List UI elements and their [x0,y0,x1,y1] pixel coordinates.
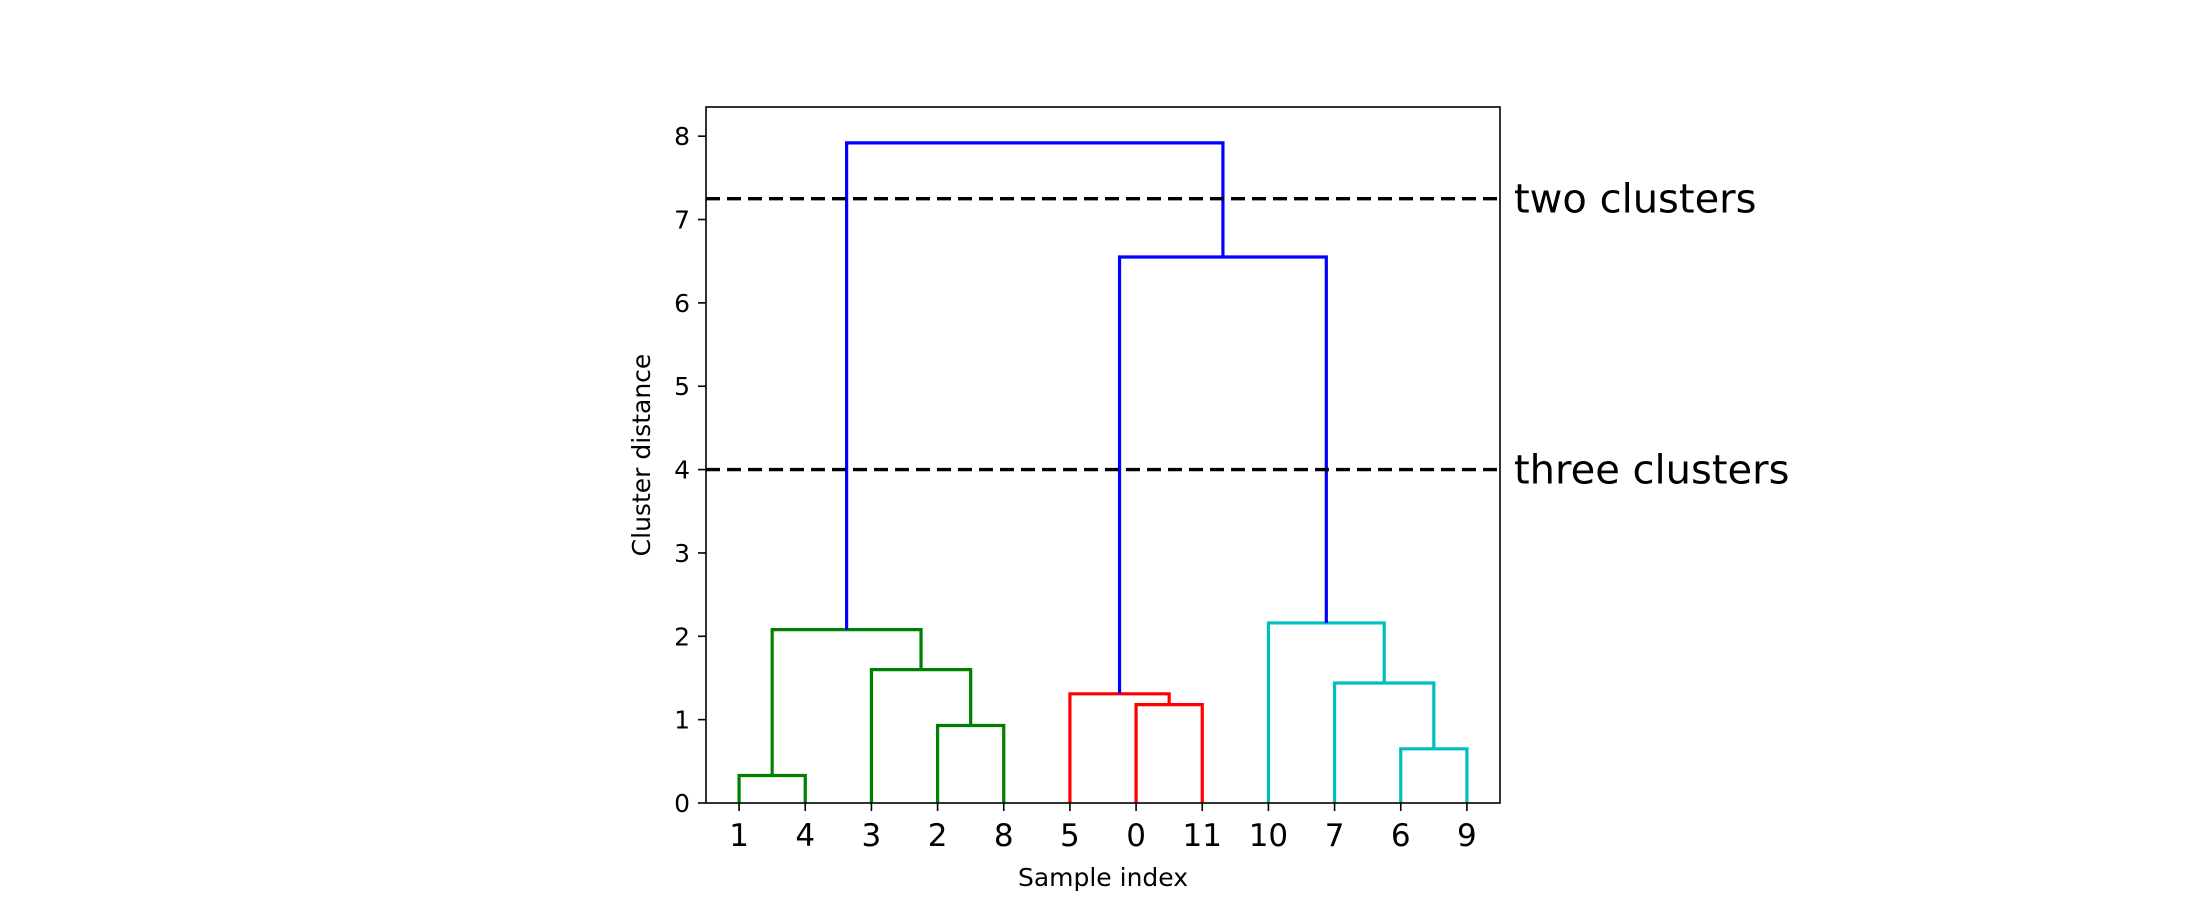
x-tick-label: 11 [1183,818,1222,854]
y-tick-label: 1 [674,706,690,735]
plot-frame [705,106,1501,804]
x-tick-label: 10 [1249,818,1288,854]
cut-line-label: three clusters [1514,448,1789,494]
cut-lines: two clusters three clusters [706,177,1789,494]
y-axis: 0 1 2 3 4 5 6 7 8 [674,122,706,818]
x-tick-label: 5 [1060,818,1080,854]
dendrogram-link [845,141,1225,630]
x-axis: 1 4 3 2 8 5 0 11 10 7 6 9 [729,803,1477,854]
dendrogram-link [737,773,807,803]
x-tick-label: 4 [795,818,815,854]
x-tick-label: 0 [1126,818,1146,854]
y-axis-title: Cluster distance [627,354,656,557]
y-tick-label: 7 [674,206,690,235]
x-tick-label: 8 [994,818,1014,854]
y-tick-label: 5 [674,372,690,401]
dendrogram-link [869,668,973,803]
x-tick-label: 1 [729,818,749,854]
y-tick-label: 3 [674,539,690,568]
dendrogram-link [1266,621,1386,803]
y-tick-label: 8 [674,122,690,151]
dendrogram-link [1117,255,1328,694]
dendrogram-link [1068,692,1171,803]
dendrogram-link [1134,703,1204,803]
dendrogram-links [737,141,1469,803]
x-tick-label: 7 [1325,818,1345,854]
x-axis-title: Sample index [1018,863,1188,892]
dendrogram-link [1332,681,1436,803]
y-tick-label: 0 [674,789,690,818]
x-tick-label: 9 [1457,818,1477,854]
x-tick-label: 6 [1391,818,1411,854]
x-tick-label: 2 [928,818,948,854]
y-tick-label: 2 [674,622,690,651]
y-tick-label: 4 [674,456,690,485]
dendrogram-link [1399,747,1469,803]
dendrogram-link [935,723,1006,803]
x-tick-label: 3 [862,818,882,854]
dendrogram-link [770,628,923,776]
y-tick-label: 6 [674,289,690,318]
cut-line-label: two clusters [1514,177,1756,223]
